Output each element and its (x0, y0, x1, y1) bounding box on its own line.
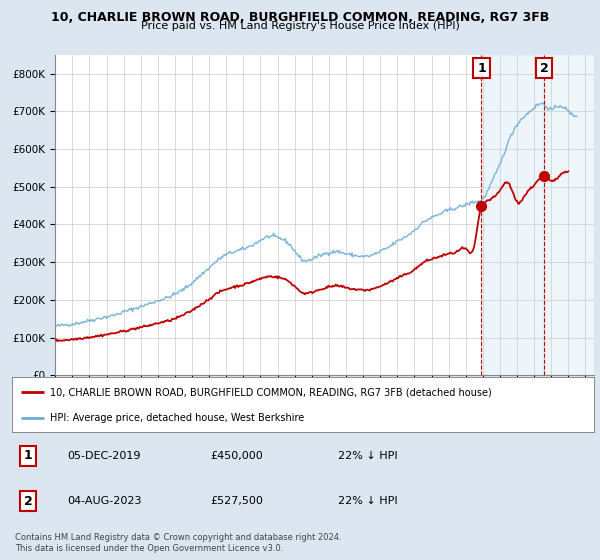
Text: HPI: Average price, detached house, West Berkshire: HPI: Average price, detached house, West… (50, 413, 304, 422)
Text: 05-DEC-2019: 05-DEC-2019 (67, 450, 141, 460)
Text: 1: 1 (477, 62, 486, 74)
Text: 2: 2 (539, 62, 548, 74)
Text: 10, CHARLIE BROWN ROAD, BURGHFIELD COMMON, READING, RG7 3FB: 10, CHARLIE BROWN ROAD, BURGHFIELD COMMO… (51, 11, 549, 24)
Bar (544, 55, 594, 375)
Point (539, 172, 549, 181)
Text: 22% ↓ HPI: 22% ↓ HPI (338, 496, 398, 506)
Text: £450,000: £450,000 (210, 450, 263, 460)
Text: 2: 2 (23, 494, 32, 508)
Text: £527,500: £527,500 (210, 496, 263, 506)
Text: 04-AUG-2023: 04-AUG-2023 (67, 496, 142, 506)
Bar (544, 55, 594, 375)
Text: 22% ↓ HPI: 22% ↓ HPI (338, 450, 398, 460)
Text: Contains HM Land Registry data © Crown copyright and database right 2024.
This d: Contains HM Land Registry data © Crown c… (15, 533, 341, 553)
Text: 1: 1 (23, 449, 32, 462)
Text: 10, CHARLIE BROWN ROAD, BURGHFIELD COMMON, READING, RG7 3FB (detached house): 10, CHARLIE BROWN ROAD, BURGHFIELD COMMO… (50, 388, 491, 397)
Text: Price paid vs. HM Land Registry's House Price Index (HPI): Price paid vs. HM Land Registry's House … (140, 21, 460, 31)
Point (476, 201, 486, 210)
Bar (481, 55, 544, 375)
